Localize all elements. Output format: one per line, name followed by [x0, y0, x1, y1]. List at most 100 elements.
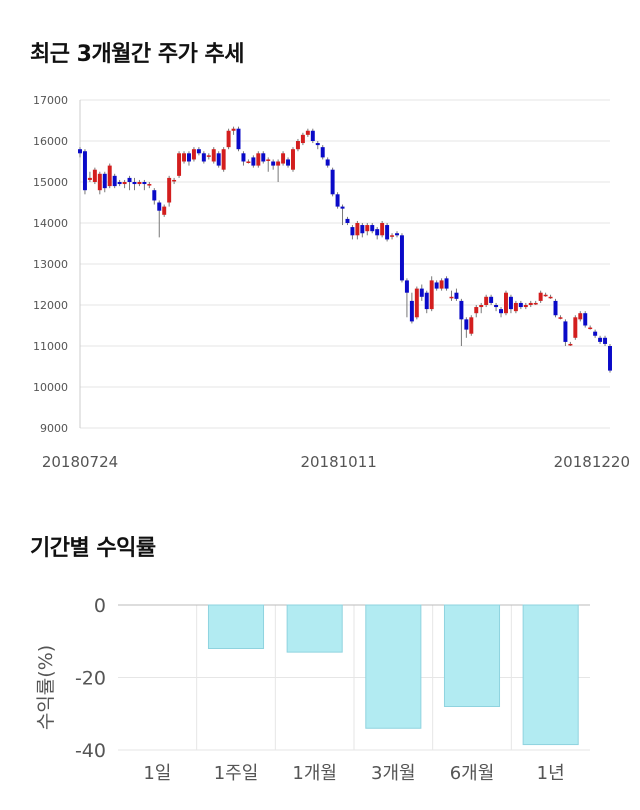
candle — [518, 302, 523, 308]
candle — [484, 296, 489, 305]
candle — [256, 153, 261, 166]
candle — [231, 128, 236, 131]
candle — [221, 149, 226, 170]
candle — [295, 141, 300, 150]
candle — [444, 278, 449, 289]
candle — [310, 130, 315, 141]
candle — [523, 305, 528, 308]
candle — [375, 229, 380, 236]
y-tick-label: 15000 — [33, 176, 68, 189]
candle — [568, 343, 573, 346]
candle — [558, 317, 563, 319]
candle — [152, 190, 157, 201]
candle — [494, 305, 499, 308]
period-return-title: 기간별 수익률 — [30, 536, 156, 561]
candle — [553, 300, 558, 316]
candle — [335, 194, 340, 207]
candle — [414, 288, 419, 318]
candle — [87, 177, 92, 180]
candle — [78, 149, 82, 154]
y-tick-label: 17000 — [33, 94, 68, 107]
candle — [132, 182, 137, 185]
candle — [216, 153, 221, 166]
x-category-label: 1주일 — [214, 763, 259, 784]
candle — [459, 300, 464, 320]
candle — [320, 147, 325, 158]
candle — [380, 223, 385, 236]
candle — [172, 179, 177, 182]
x-category-label: 1개월 — [292, 763, 337, 784]
candle — [281, 153, 286, 164]
y-tick-label: 14000 — [33, 217, 68, 230]
return-bar — [207, 604, 265, 649]
return-bar — [286, 604, 343, 653]
candle — [92, 169, 97, 182]
candle — [177, 153, 182, 176]
return-bar — [443, 604, 501, 707]
candle — [191, 149, 196, 160]
candle — [226, 130, 231, 148]
candle — [201, 153, 206, 162]
candle — [291, 149, 295, 170]
candle — [593, 331, 598, 336]
candle — [533, 302, 538, 305]
candle — [508, 296, 513, 310]
candle — [157, 202, 162, 211]
candle — [211, 149, 216, 162]
candlestick-chart: 17000 16000 15000 14000 13000 12000 11000 10000… — [33, 94, 630, 471]
candle — [97, 173, 102, 191]
x-tick-label: 20181220 — [554, 453, 630, 471]
candle — [147, 184, 152, 186]
candle — [439, 280, 444, 289]
x-category-label: 1일 — [143, 763, 171, 784]
candle — [464, 319, 469, 330]
candle — [246, 161, 251, 163]
candle — [504, 292, 508, 314]
y-tick-label: 9000 — [40, 422, 68, 435]
y-tick-label: -40 — [75, 740, 106, 762]
candle — [390, 235, 395, 237]
candle — [409, 300, 414, 322]
return-bar — [365, 604, 422, 729]
candle — [315, 143, 320, 146]
candle — [167, 177, 172, 203]
candle — [251, 157, 256, 166]
candle — [122, 182, 127, 185]
candle — [489, 296, 494, 303]
candle — [479, 305, 484, 308]
candle — [543, 294, 548, 297]
candle — [563, 321, 568, 342]
candle — [241, 153, 246, 162]
x-category-label: 3개월 — [371, 763, 416, 784]
candle — [112, 175, 117, 187]
y-axis-label: 수익률(%) — [35, 645, 57, 730]
candle — [578, 313, 583, 320]
candle — [162, 206, 167, 215]
price-trend-title: 최근 3개월간 주가 추세 — [30, 42, 244, 67]
candle — [434, 282, 439, 289]
candle — [424, 292, 429, 310]
candle — [182, 153, 186, 162]
candle — [404, 280, 409, 293]
x-category-label: 1년 — [537, 763, 565, 784]
candle — [345, 218, 350, 223]
candle — [137, 182, 142, 185]
candle — [538, 292, 543, 301]
candle — [399, 235, 404, 281]
candle — [429, 280, 434, 310]
candle — [499, 309, 504, 314]
candle — [474, 307, 479, 314]
candle — [419, 288, 424, 297]
candle — [513, 302, 518, 312]
return-bar — [522, 604, 579, 746]
candle — [588, 327, 593, 330]
candle — [573, 317, 578, 338]
candle — [350, 227, 355, 236]
candle — [385, 225, 390, 240]
candle — [276, 161, 281, 166]
candle — [196, 149, 201, 154]
candle — [330, 169, 335, 195]
candle — [583, 313, 588, 326]
candle — [365, 225, 370, 232]
candle — [449, 296, 454, 299]
